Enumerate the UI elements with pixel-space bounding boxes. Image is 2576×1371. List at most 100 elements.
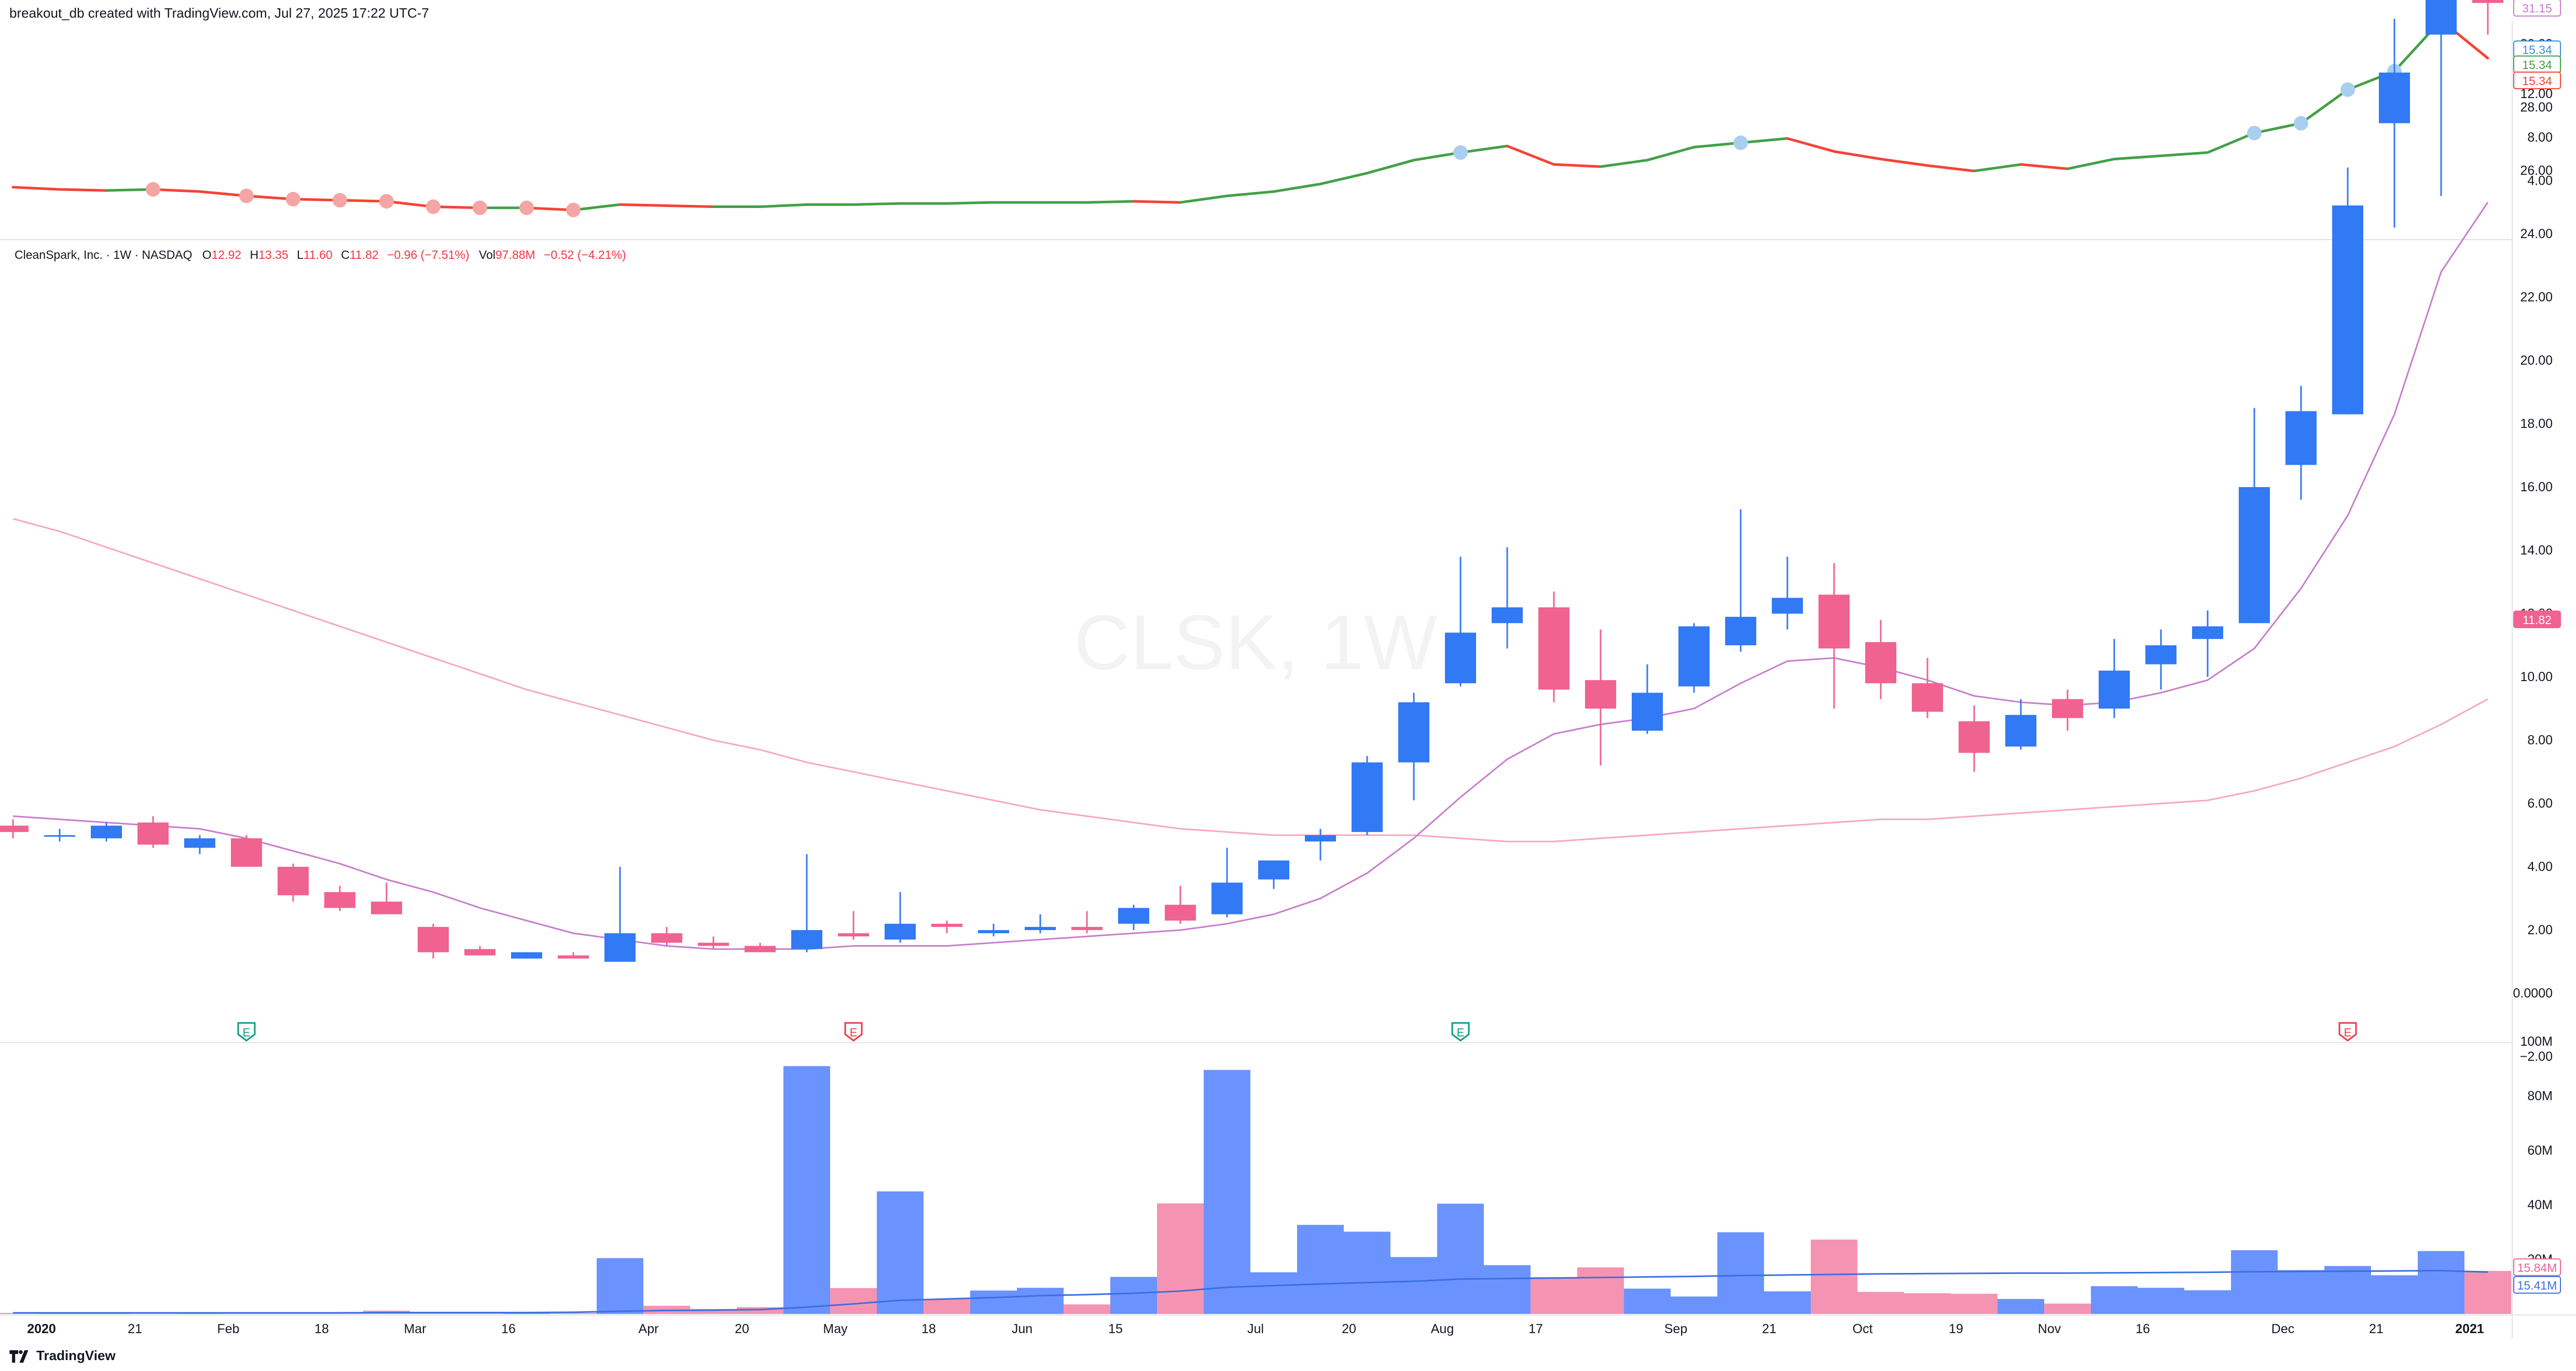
candle-body bbox=[137, 822, 169, 845]
indicator-marker-label: 15.34 bbox=[2522, 58, 2552, 72]
price-tick-label: 26.00 bbox=[2520, 163, 2553, 178]
price-tick-label: 16.00 bbox=[2520, 480, 2553, 494]
volume-ma-marker-label: 15.41M bbox=[2517, 1279, 2557, 1292]
volume-bar bbox=[1064, 1304, 1110, 1314]
price-tick-label: 22.00 bbox=[2520, 290, 2553, 304]
candle-body bbox=[978, 930, 1009, 934]
candle-body bbox=[1585, 680, 1616, 709]
earnings-marker bbox=[2338, 1022, 2357, 1042]
candle-body bbox=[1725, 617, 1756, 645]
time-tick-label: 20 bbox=[1342, 1322, 1356, 1336]
indicator-dot bbox=[426, 199, 440, 214]
symbol-name[interactable]: CleanSpark, Inc. · 1W · NASDAQ bbox=[15, 248, 192, 261]
time-tick-label: Feb bbox=[217, 1322, 239, 1336]
price-tick-label: 14.00 bbox=[2520, 543, 2553, 558]
indicator-segment bbox=[2206, 131, 2256, 154]
time-axis[interactable]: 2020 21 Feb 18 Mar 16 Apr 20 May 18 Jun 15 Jul 20 Aug 1… bbox=[27, 1322, 2484, 1336]
indicator-segment bbox=[1319, 172, 1369, 186]
candle-body bbox=[2005, 715, 2036, 747]
volume-bar bbox=[970, 1290, 1017, 1314]
candle-body bbox=[2285, 411, 2317, 465]
indicator-segment bbox=[1973, 163, 2022, 173]
indicator-segment bbox=[198, 190, 248, 198]
candle-body bbox=[745, 946, 776, 952]
volume-bar bbox=[1437, 1203, 1484, 1314]
tradingview-brand[interactable]: TradingView bbox=[9, 1348, 116, 1364]
volume-ma-marker-tag bbox=[2513, 1276, 2561, 1294]
indicator-segment bbox=[2299, 88, 2349, 125]
indicator-segment bbox=[2159, 151, 2209, 157]
indicator-dot bbox=[566, 202, 581, 217]
price-tick-label: 20.00 bbox=[2520, 353, 2553, 368]
volume-bar bbox=[1577, 1267, 1624, 1314]
ma-marker-tag bbox=[2513, 0, 2561, 17]
volume-value: 97.88M bbox=[495, 248, 535, 261]
time-tick-label: Apr bbox=[639, 1322, 659, 1336]
candle-body bbox=[931, 923, 962, 927]
price-tick-label: 24.00 bbox=[2520, 227, 2553, 241]
indicator-segment bbox=[618, 203, 668, 207]
symbol-legend: CleanSpark, Inc. · 1W · NASDAQ O12.92 H1… bbox=[15, 248, 626, 262]
volume-bar bbox=[1857, 1292, 1904, 1314]
volume-bar bbox=[1157, 1203, 1204, 1314]
volume-bar bbox=[2184, 1290, 2231, 1314]
indicator-dot bbox=[379, 194, 394, 209]
indicator-segment bbox=[105, 188, 155, 192]
indicator-tick-label: 4.00 bbox=[2527, 173, 2553, 188]
candle-body bbox=[604, 933, 636, 962]
time-tick-label: 2020 bbox=[27, 1322, 56, 1336]
indicator-dot bbox=[1453, 145, 1468, 160]
earnings-marker bbox=[237, 1022, 256, 1042]
indicator-segment bbox=[1459, 145, 1509, 154]
candle-body bbox=[838, 933, 869, 937]
volume-bar bbox=[690, 1309, 737, 1314]
indicator-segment bbox=[2019, 163, 2069, 170]
volume-moving-average-line bbox=[13, 1269, 2488, 1314]
indicator-dot bbox=[333, 193, 347, 208]
volume-bar bbox=[1250, 1272, 1297, 1314]
indicator-segment bbox=[945, 201, 995, 205]
time-tick-label: 21 bbox=[128, 1322, 142, 1336]
indicator-segment bbox=[58, 188, 108, 192]
indicator-segment bbox=[151, 188, 201, 193]
indicator-dot bbox=[473, 200, 487, 215]
indicator-segment bbox=[1833, 150, 1882, 161]
candle-body bbox=[2052, 699, 2083, 718]
volume-bar bbox=[457, 1312, 503, 1314]
indicator-marker-label: 15.34 bbox=[2522, 43, 2552, 57]
change-value: −0.96 (−7.51%) bbox=[387, 248, 470, 261]
volume-bar bbox=[2464, 1271, 2511, 1314]
candle-body bbox=[885, 923, 916, 940]
volume-bar bbox=[2371, 1275, 2418, 1314]
indicator-dot bbox=[2340, 82, 2355, 97]
time-tick-label: Jun bbox=[1012, 1322, 1032, 1336]
volume-bar bbox=[2091, 1286, 2138, 1314]
low-value: 11.60 bbox=[303, 248, 333, 261]
volume-bar bbox=[1671, 1296, 1717, 1314]
indicator-dot bbox=[146, 182, 160, 197]
indicator-segment bbox=[1225, 190, 1275, 198]
volume-bar bbox=[1764, 1291, 1811, 1314]
earnings-label: E bbox=[1457, 1026, 1465, 1039]
indicator-dot bbox=[2294, 116, 2308, 131]
tradingview-logo-icon bbox=[9, 1350, 29, 1363]
time-tick-label: 20 bbox=[735, 1322, 749, 1336]
candle-body bbox=[1398, 702, 1429, 763]
open-label: O bbox=[202, 248, 212, 261]
volume-bar bbox=[1998, 1299, 2044, 1314]
candles[interactable] bbox=[0, 0, 2503, 962]
time-tick-label: Dec bbox=[2271, 1322, 2294, 1336]
indicator-segment bbox=[432, 205, 481, 210]
time-tick-label: Nov bbox=[2038, 1322, 2061, 1336]
volume-bar bbox=[1717, 1232, 1764, 1314]
candle-body bbox=[651, 933, 682, 943]
time-tick-label: 16 bbox=[501, 1322, 516, 1336]
candle-body bbox=[2379, 72, 2410, 123]
volume-marker-tag bbox=[2513, 1258, 2561, 1276]
earnings-label: E bbox=[2344, 1026, 2352, 1039]
price-axis[interactable]: 46.0044.0042.0040.0038.0036.0034.0032.00… bbox=[2513, 0, 2561, 1294]
time-tick-label: 19 bbox=[1949, 1322, 1963, 1336]
